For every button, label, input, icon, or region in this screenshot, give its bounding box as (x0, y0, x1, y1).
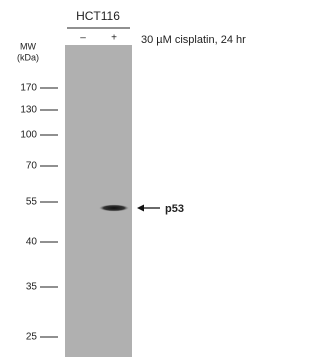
treatment-label: 30 µM cisplatin, 24 hr (141, 34, 246, 46)
mw-marker-label: 70 (26, 161, 38, 172)
mw-label: MW (20, 41, 36, 51)
mw-marker-label: 35 (26, 282, 38, 293)
lane-label: – (80, 33, 86, 44)
p53-band (99, 205, 129, 212)
mw-marker-label: 170 (20, 83, 37, 94)
band-arrowhead (137, 205, 144, 212)
blot-figure: HCT116 – + 30 µM cisplatin, 24 hr MW (kD… (0, 0, 296, 357)
mw-unit-label: (kDa) (17, 52, 39, 62)
mw-marker-label: 100 (20, 130, 37, 141)
mw-markers: 170 130 100 70 55 40 35 25 (20, 83, 58, 343)
mw-marker-label: 25 (26, 332, 38, 343)
cell-line: HCT116 (76, 9, 120, 23)
lane-label: + (111, 33, 117, 44)
mw-marker-label: 40 (26, 237, 38, 248)
gel-lane (65, 45, 132, 357)
mw-marker-label: 55 (26, 197, 38, 208)
band-label: p53 (165, 203, 184, 215)
mw-marker-label: 130 (20, 105, 37, 116)
